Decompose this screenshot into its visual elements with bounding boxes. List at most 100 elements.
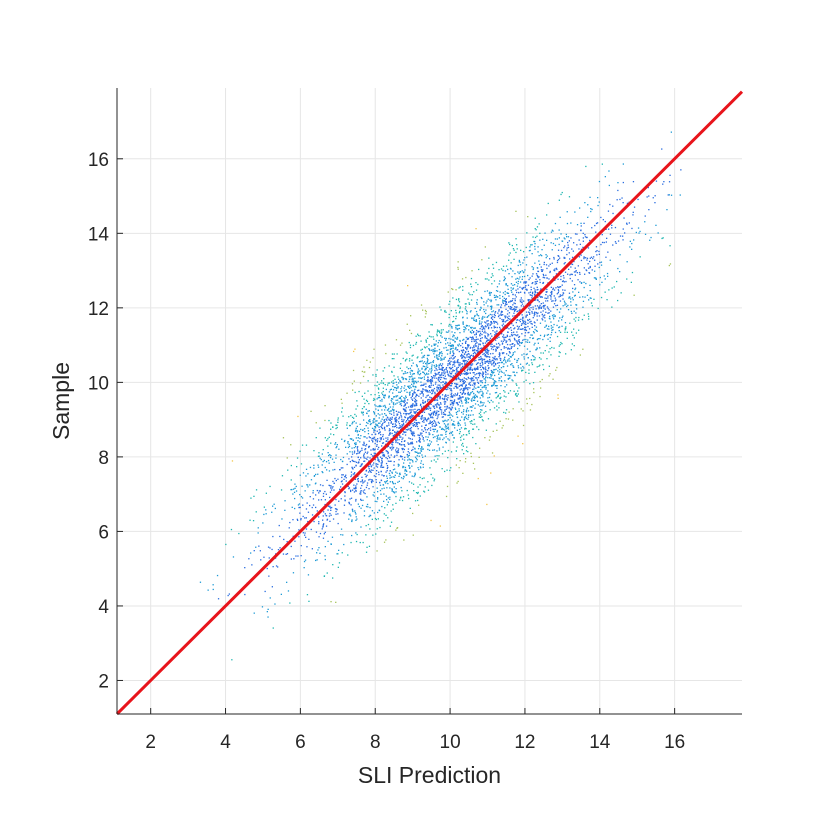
scatter-point: [425, 396, 427, 399]
scatter-point: [396, 439, 398, 441]
scatter-point: [394, 431, 396, 433]
scatter-point: [511, 299, 513, 302]
scatter-point: [503, 276, 505, 278]
scatter-point: [344, 491, 346, 494]
scatter-point: [513, 310, 516, 312]
scatter-point: [455, 411, 457, 414]
scatter-point: [595, 222, 598, 225]
scatter-point: [380, 465, 382, 467]
scatter-point: [424, 427, 426, 429]
scatter-point: [590, 210, 592, 213]
scatter-point: [306, 546, 308, 548]
scatter-point: [575, 312, 577, 314]
scatter-point: [537, 288, 539, 291]
scatter-point: [406, 372, 409, 374]
scatter-point: [412, 380, 414, 382]
scatter-point: [443, 401, 445, 403]
scatter-point: [417, 356, 419, 358]
scatter-point: [576, 233, 578, 235]
scatter-point: [369, 463, 372, 465]
scatter-point: [277, 549, 280, 551]
scatter-point: [423, 491, 426, 493]
scatter-point: [504, 336, 506, 339]
scatter-point: [522, 316, 524, 319]
scatter-point: [473, 392, 475, 395]
scatter-point: [413, 412, 416, 414]
scatter-point: [563, 256, 565, 259]
scatter-point: [646, 196, 648, 198]
scatter-point: [552, 306, 555, 308]
scatter-point: [371, 455, 374, 457]
scatter-point: [373, 418, 375, 420]
scatter-point: [481, 386, 483, 389]
scatter-point: [511, 276, 513, 278]
scatter-point: [436, 329, 439, 331]
scatter-point: [361, 479, 364, 481]
scatter-point: [679, 194, 681, 196]
scatter-point: [418, 445, 420, 448]
scatter-point: [415, 394, 417, 397]
scatter-point: [408, 465, 410, 467]
scatter-point: [351, 416, 354, 418]
scatter-point: [552, 378, 554, 380]
scatter-point: [435, 405, 438, 407]
scatter-point: [415, 364, 418, 366]
scatter-point: [424, 417, 426, 419]
scatter-point: [365, 476, 367, 478]
scatter-point: [467, 401, 469, 404]
scatter-point: [315, 473, 317, 476]
scatter-point: [439, 368, 441, 370]
scatter-point: [355, 485, 357, 487]
scatter-point: [486, 323, 488, 325]
scatter-point: [379, 431, 381, 434]
scatter-point: [307, 486, 309, 488]
scatter-point: [457, 328, 459, 330]
scatter-point: [341, 407, 343, 409]
scatter-point: [342, 467, 344, 469]
scatter-point: [465, 399, 467, 402]
scatter-point: [484, 386, 486, 388]
scatter-point: [413, 404, 415, 406]
scatter-point: [503, 319, 505, 321]
scatter-point: [294, 540, 296, 542]
scatter-point: [504, 290, 506, 293]
scatter-point: [512, 352, 514, 354]
scatter-point: [328, 454, 330, 457]
scatter-point: [383, 394, 385, 397]
scatter-point: [351, 520, 353, 523]
scatter-point: [464, 381, 466, 383]
scatter-point: [421, 407, 423, 409]
scatter-point: [538, 308, 540, 310]
scatter-point: [363, 481, 365, 483]
scatter-point: [507, 310, 509, 312]
scatter-point: [432, 449, 434, 451]
scatter-point: [395, 403, 397, 405]
scatter-point: [663, 181, 665, 183]
scatter-point: [395, 396, 397, 398]
scatter-point: [509, 348, 511, 350]
scatter-point: [436, 355, 438, 357]
scatter-point: [644, 221, 646, 223]
scatter-point: [459, 384, 461, 386]
scatter-point: [309, 496, 311, 498]
scatter-point: [555, 369, 557, 371]
scatter-point: [496, 429, 498, 431]
scatter-point: [332, 469, 334, 471]
scatter-point: [490, 369, 492, 372]
scatter-point: [445, 378, 447, 380]
scatter-point: [290, 444, 292, 446]
scatter-point: [548, 312, 550, 314]
scatter-point: [472, 331, 475, 334]
scatter-point: [566, 222, 569, 225]
scatter-point: [588, 272, 591, 274]
scatter-point: [570, 349, 572, 351]
scatter-point: [439, 395, 441, 398]
scatter-point: [396, 414, 398, 416]
scatter-point: [450, 375, 452, 378]
scatter-point: [607, 275, 609, 277]
scatter-point: [503, 400, 505, 402]
scatter-point: [473, 376, 475, 378]
scatter-point: [338, 448, 340, 450]
scatter-point: [398, 397, 400, 399]
scatter-point: [568, 297, 570, 299]
